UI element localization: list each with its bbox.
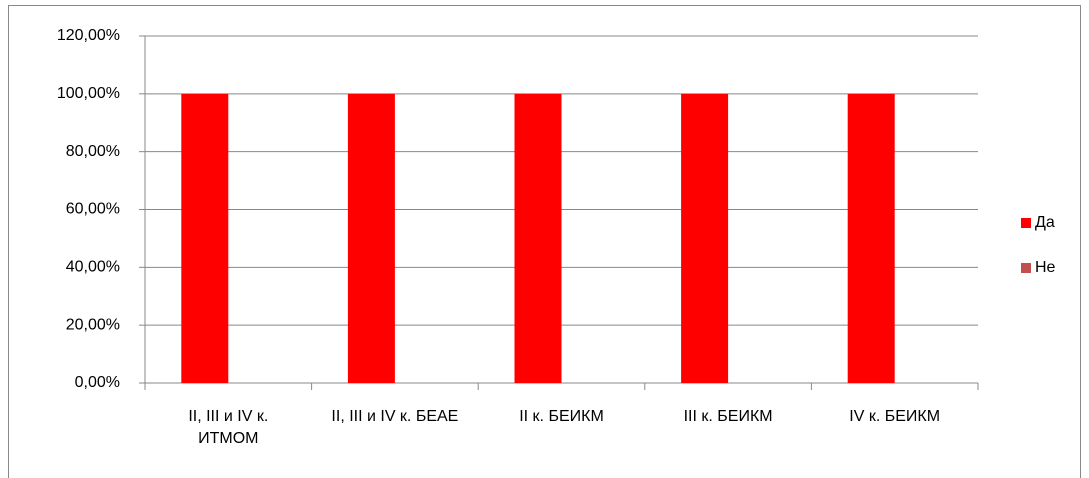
bar [181, 93, 229, 383]
y-tick-label: 40,00% [66, 259, 120, 276]
bar [681, 93, 729, 383]
chart-border [8, 5, 1081, 478]
x-tick-label: II, III и IV к. БЕАЕ [331, 408, 459, 425]
x-tick-label: IV к. БЕИКМ [849, 408, 941, 425]
y-tick-label: 80,00% [66, 143, 120, 160]
bar [514, 93, 562, 383]
legend-label: Да [1035, 214, 1055, 231]
legend-swatch [1021, 263, 1031, 273]
x-tick-label: III к. БЕИКМ [683, 408, 773, 425]
legend-label: Не [1035, 259, 1056, 276]
y-tick-label: 0,00% [75, 374, 120, 391]
bar [347, 93, 395, 383]
y-tick-label: 60,00% [66, 201, 120, 218]
bar [847, 93, 895, 383]
y-tick-label: 100,00% [57, 85, 120, 102]
y-tick-label: 120,00% [57, 27, 120, 44]
legend-swatch [1021, 218, 1031, 228]
x-tick-label: II, III и IV к. ИТМОМ [188, 408, 269, 447]
x-tick-label: II к. БЕИКМ [519, 408, 604, 425]
y-tick-label: 20,00% [66, 316, 120, 333]
